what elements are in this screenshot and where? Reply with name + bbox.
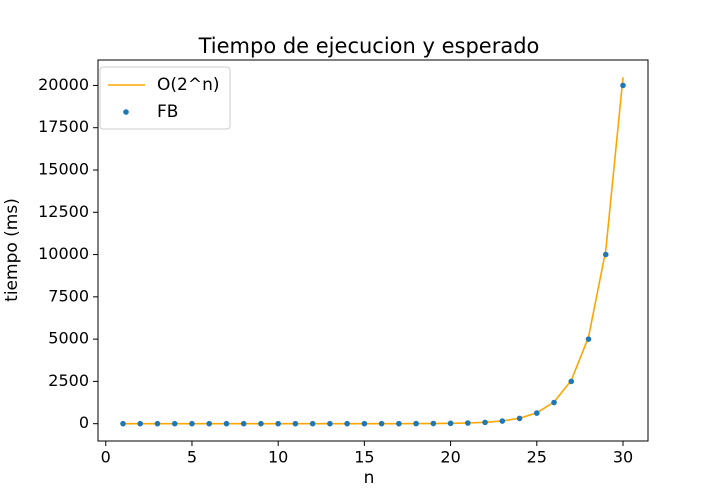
scatter-point [275,420,281,427]
scatter-point [482,419,488,426]
scatter-point [344,420,350,427]
scatter-point [568,378,575,385]
legend-box [99,66,231,130]
legend-marker [123,109,129,115]
plot-frame [97,59,649,442]
scatter-point [430,420,437,427]
scatter-point [378,420,385,427]
scatter-point [327,420,333,427]
scatter-point [361,420,368,427]
x-axis-label: n [364,468,375,488]
scatter-point [620,82,626,89]
scatter-point [189,420,195,427]
scatter-point [206,420,213,427]
scatter-point [309,420,316,427]
x-tick-label: 0 [101,448,111,467]
y-axis-label: tiempo (ms) [2,198,22,302]
scatter-point [533,410,540,416]
scatter-point [292,420,299,427]
y-tick-label: 20000 [38,75,89,94]
y-tick-label: 15000 [38,159,89,178]
scatter-point [413,420,419,427]
scatter-point [258,420,264,427]
x-tick-label: 30 [613,448,633,467]
scatter-point [602,251,609,258]
x-tick-label: 10 [268,448,288,467]
scatter-point [516,415,523,422]
scatter-point [465,420,471,426]
scatter-point [396,420,402,427]
scatter-point [585,336,592,342]
y-tick-label: 0 [79,413,89,432]
y-tick-label: 12500 [38,202,89,221]
y-tick-label: 17500 [38,117,89,136]
scatter-point [499,418,506,424]
y-tick-label: 7500 [48,286,89,305]
scatter-point [240,420,247,427]
series-line [123,77,624,425]
x-tick-label: 20 [440,448,460,467]
scatter-point [120,420,126,427]
x-tick-label: 5 [187,448,197,467]
scatter-point [137,420,144,427]
x-tick-label: 25 [527,448,547,467]
x-tick-label: 15 [354,448,374,467]
legend-label: O(2^n) [157,75,219,95]
scatter-point [171,420,178,427]
scatter-point [223,420,230,427]
y-tick-label: 5000 [48,329,89,348]
scatter-point [447,420,454,427]
scatter-point [551,399,557,406]
chart-title: Tiempo de ejecucion y esperado [198,34,540,58]
legend-label: FB [157,102,178,122]
y-tick-label: 10000 [38,244,89,263]
scatter-point [154,420,161,427]
y-tick-label: 2500 [48,371,89,390]
